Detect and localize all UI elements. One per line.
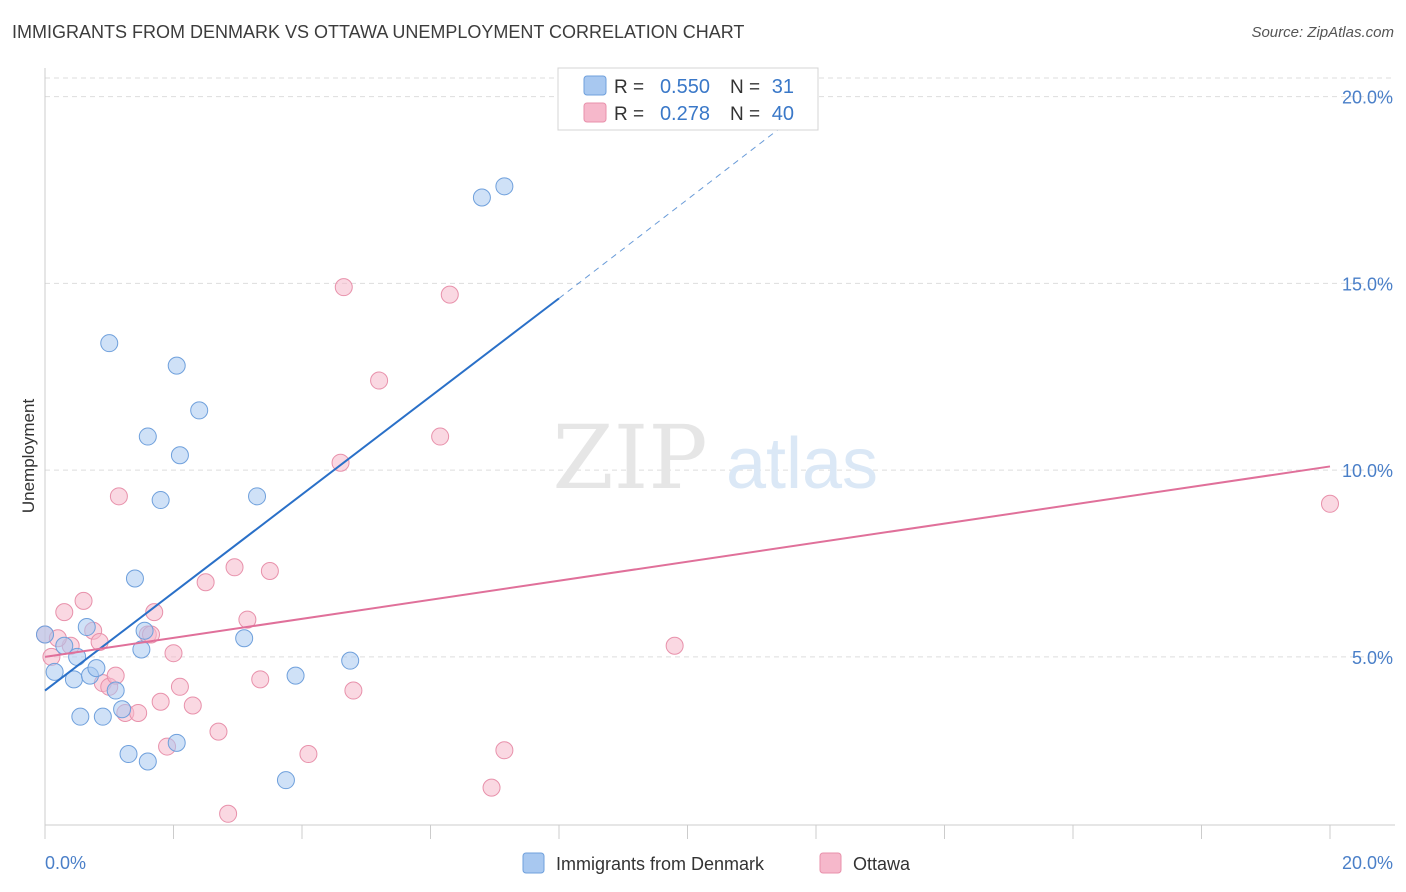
denmark-points: [36, 177, 514, 790]
data-point-denmark: [135, 621, 154, 640]
data-point-ottawa: [74, 591, 93, 610]
data-point-ottawa: [151, 692, 170, 711]
legend-swatch-blue: [583, 75, 607, 96]
data-point-ottawa: [251, 670, 270, 689]
data-point-ottawa: [331, 453, 350, 472]
data-point-denmark: [93, 707, 112, 726]
legend-n-value-1: 31: [772, 76, 794, 98]
data-point-denmark: [235, 629, 254, 648]
data-point-denmark: [106, 681, 125, 700]
y-tick-label: 5.0%: [1352, 648, 1393, 668]
legend-r-value-1: 0.550: [660, 76, 710, 98]
data-point-denmark: [77, 618, 96, 637]
data-point-denmark: [248, 487, 267, 506]
legend-r-label-1: R =: [614, 77, 644, 98]
data-point-denmark: [132, 640, 151, 659]
data-point-ottawa: [209, 722, 228, 741]
data-point-ottawa: [665, 636, 684, 655]
data-point-ottawa: [238, 610, 257, 629]
legend-n-label-1: N =: [730, 77, 760, 98]
bottom-legend: Immigrants from Denmark Ottawa: [522, 852, 911, 874]
data-point-ottawa: [164, 644, 183, 663]
x-tick-label-min: 0.0%: [45, 853, 86, 873]
chart-title: IMMIGRANTS FROM DENMARK VS OTTAWA UNEMPL…: [12, 22, 745, 42]
legend-n-label-2: N =: [730, 104, 760, 125]
data-point-ottawa: [260, 562, 279, 581]
data-point-denmark: [495, 177, 514, 196]
watermark-zip: ZIP: [552, 406, 707, 509]
data-point-denmark: [138, 752, 157, 771]
legend-swatch-pink: [583, 102, 607, 123]
y-tick-label: 20.0%: [1342, 88, 1393, 108]
data-point-ottawa: [370, 371, 389, 390]
legend-r-value-2: 0.278: [660, 103, 710, 125]
data-point-denmark: [276, 771, 295, 790]
data-point-ottawa: [482, 778, 501, 797]
data-point-ottawa: [55, 603, 74, 622]
bottom-legend-swatch-denmark: [522, 852, 545, 874]
data-point-denmark: [286, 666, 305, 685]
data-point-ottawa: [219, 804, 238, 823]
data-point-denmark: [113, 700, 132, 719]
data-point-ottawa: [334, 278, 353, 297]
ottawa-points: [36, 278, 1339, 823]
data-point-denmark: [71, 707, 90, 726]
trend-lines: [44, 100, 1331, 692]
legend-r-label-2: R =: [614, 104, 644, 125]
data-point-ottawa: [344, 681, 363, 700]
legend-n-value-2: 40: [772, 103, 794, 125]
data-point-ottawa: [196, 573, 215, 592]
data-point-ottawa: [299, 745, 318, 764]
data-point-denmark: [167, 356, 186, 375]
source-label: Source: ZipAtlas.com: [1251, 24, 1394, 41]
bottom-legend-label-denmark: Immigrants from Denmark: [556, 854, 765, 874]
x-tick-label-max: 20.0%: [1342, 853, 1393, 873]
data-point-ottawa: [170, 677, 189, 696]
data-point-denmark: [36, 625, 54, 644]
data-point-denmark: [119, 745, 138, 764]
data-point-denmark: [472, 188, 491, 207]
data-point-ottawa: [1321, 494, 1339, 513]
stats-legend-box: R = 0.550 N = 31 R = 0.278 N = 40: [557, 67, 819, 131]
data-point-ottawa: [431, 427, 450, 446]
data-point-denmark: [87, 659, 106, 678]
data-point-denmark: [125, 569, 144, 588]
y-tick-label: 15.0%: [1342, 274, 1393, 294]
tick-labels: 5.0% 10.0% 15.0% 20.0% 0.0% 20.0%: [45, 88, 1393, 873]
data-point-denmark: [167, 733, 186, 752]
trendline-ottawa: [44, 465, 1331, 658]
data-point-ottawa: [495, 741, 514, 760]
trendline-denmark: [44, 297, 560, 692]
data-point-ottawa: [129, 703, 148, 722]
data-point-ottawa: [109, 487, 128, 506]
data-point-denmark: [170, 446, 189, 465]
axes: [44, 68, 1395, 839]
bottom-legend-swatch-ottawa: [819, 852, 842, 874]
data-point-ottawa: [183, 696, 202, 715]
data-point-denmark: [45, 662, 64, 681]
watermark-atlas: atlas: [726, 424, 878, 504]
data-point-denmark: [341, 651, 360, 670]
data-point-denmark: [190, 401, 209, 420]
grid-lines: [45, 77, 1395, 658]
y-axis-label: Unemployment: [19, 399, 38, 514]
data-point-ottawa: [440, 285, 459, 304]
bottom-legend-label-ottawa: Ottawa: [853, 854, 911, 874]
data-point-ottawa: [145, 603, 164, 622]
data-point-denmark: [138, 427, 157, 446]
y-tick-label: 10.0%: [1342, 461, 1393, 481]
data-point-denmark: [100, 334, 119, 353]
data-point-ottawa: [225, 558, 244, 577]
data-point-denmark: [151, 491, 170, 510]
